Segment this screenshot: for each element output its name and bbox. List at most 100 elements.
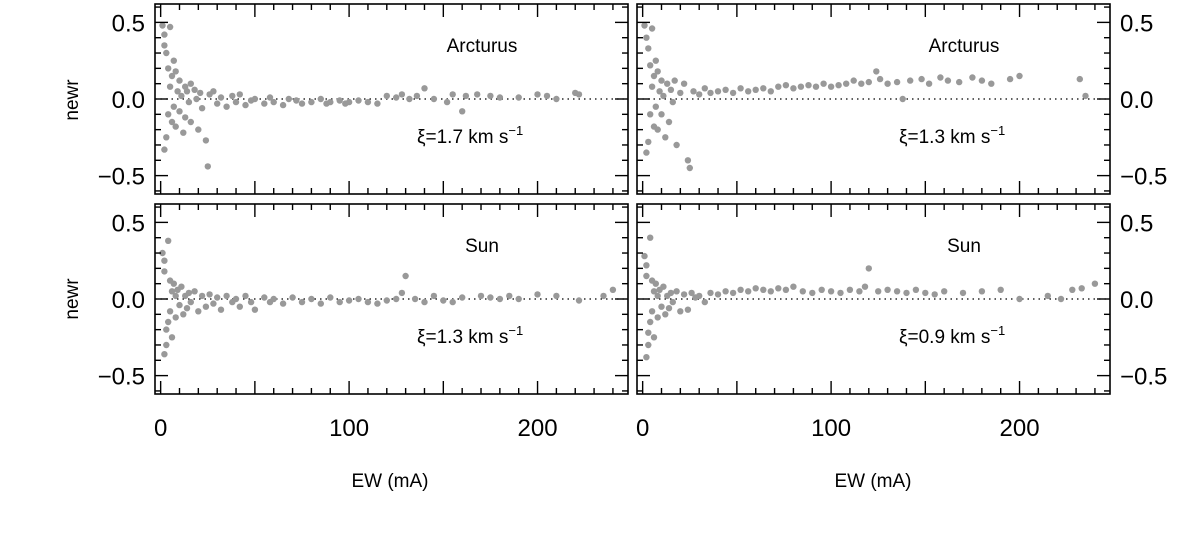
data-point: [931, 291, 938, 298]
data-point: [270, 295, 277, 303]
data-point: [893, 78, 901, 86]
data-point: [686, 164, 693, 172]
star-label: Arcturus: [929, 36, 1000, 57]
data-point: [168, 72, 176, 80]
data-point: [647, 318, 654, 326]
data-point: [242, 101, 249, 109]
data-point: [850, 77, 857, 84]
data-point: [159, 249, 166, 257]
data-point: [650, 288, 658, 295]
data-point: [1076, 75, 1084, 83]
data-point: [648, 308, 656, 315]
data-point: [641, 22, 648, 29]
data-point: [820, 80, 827, 87]
annotation-main-text: ξ=0.9 km s: [899, 327, 990, 348]
data-point: [285, 95, 292, 103]
x-tick-label: 200: [518, 415, 558, 442]
data-point: [767, 88, 774, 95]
data-point: [600, 292, 607, 300]
data-point: [918, 75, 925, 83]
data-point: [782, 286, 790, 293]
data-point: [647, 234, 654, 241]
data-point: [364, 298, 372, 306]
data-point: [790, 85, 797, 92]
data-point: [163, 326, 170, 333]
data-point: [232, 295, 240, 303]
data-point: [684, 157, 692, 164]
data-point: [752, 86, 759, 94]
panel-top-right: −0.5 0.0 0.5 Arcturus ξ=1.3 km s−1: [636, 3, 1167, 195]
data-point: [647, 62, 654, 69]
data-point: [543, 92, 551, 100]
data-point: [959, 289, 967, 297]
data-point: [650, 334, 658, 341]
data-point: [232, 98, 240, 106]
panel-bottom-right: −0.5 0.0 0.5 0 100 200 Sun ξ=0.9 km s−1: [636, 203, 1167, 442]
data-point: [229, 92, 236, 100]
data-point: [641, 252, 648, 260]
data-point: [170, 57, 177, 64]
data-point: [534, 91, 541, 98]
data-point: [393, 295, 400, 303]
data-point: [956, 78, 963, 86]
y-tick-label: 0.0: [1120, 87, 1153, 114]
data-point: [884, 286, 891, 293]
data-point: [1069, 286, 1076, 293]
data-point: [575, 91, 583, 98]
data-point: [843, 80, 850, 87]
data-point: [553, 95, 560, 103]
data-point: [827, 288, 835, 295]
data-point: [677, 89, 684, 97]
data-point: [876, 75, 884, 83]
data-point: [187, 118, 194, 126]
data-point: [899, 95, 906, 103]
data-point: [217, 94, 225, 101]
data-point: [161, 351, 168, 358]
data-point: [364, 98, 372, 106]
data-point: [223, 292, 230, 300]
data-point: [197, 89, 204, 97]
data-point: [293, 97, 300, 104]
data-point: [729, 289, 737, 297]
data-point: [172, 292, 179, 300]
x-tick-label: 0: [636, 415, 649, 442]
data-point: [790, 283, 797, 290]
data-point: [449, 298, 456, 306]
data-point: [669, 98, 676, 106]
data-point: [183, 305, 191, 312]
data-point: [163, 134, 170, 141]
data-point: [809, 289, 816, 297]
data-point: [665, 118, 673, 126]
data-point: [1044, 292, 1052, 300]
data-point: [846, 286, 854, 293]
annotation-main-text: ξ=1.7 km s: [417, 127, 508, 148]
star-label: Sun: [947, 236, 981, 257]
data-point: [665, 305, 673, 312]
data-point: [647, 111, 654, 118]
annotation-main-text: ξ=1.3 km s: [417, 327, 508, 348]
y-tick-label: 0.5: [1120, 210, 1153, 237]
data-point: [737, 286, 744, 293]
data-point: [884, 80, 891, 87]
data-point: [937, 74, 944, 81]
annotation-main-text: ξ=1.3 km s: [899, 127, 990, 148]
y-tick-label: 0.5: [112, 210, 145, 237]
data-point: [688, 289, 695, 297]
data-point: [858, 80, 865, 87]
data-point: [658, 111, 665, 118]
data-point: [185, 98, 193, 106]
data-point: [374, 300, 381, 307]
data-point: [298, 298, 306, 306]
annotation-superscript: −1: [508, 123, 523, 138]
data-point: [374, 100, 381, 107]
data-point: [279, 101, 287, 109]
data-point: [168, 118, 176, 126]
data-point: [944, 77, 952, 84]
data-point: [336, 298, 343, 306]
data-point: [161, 268, 168, 275]
data-point: [645, 341, 652, 349]
data-point: [654, 292, 661, 300]
data-point: [775, 83, 782, 90]
data-point: [1006, 75, 1014, 83]
data-point: [645, 45, 652, 52]
